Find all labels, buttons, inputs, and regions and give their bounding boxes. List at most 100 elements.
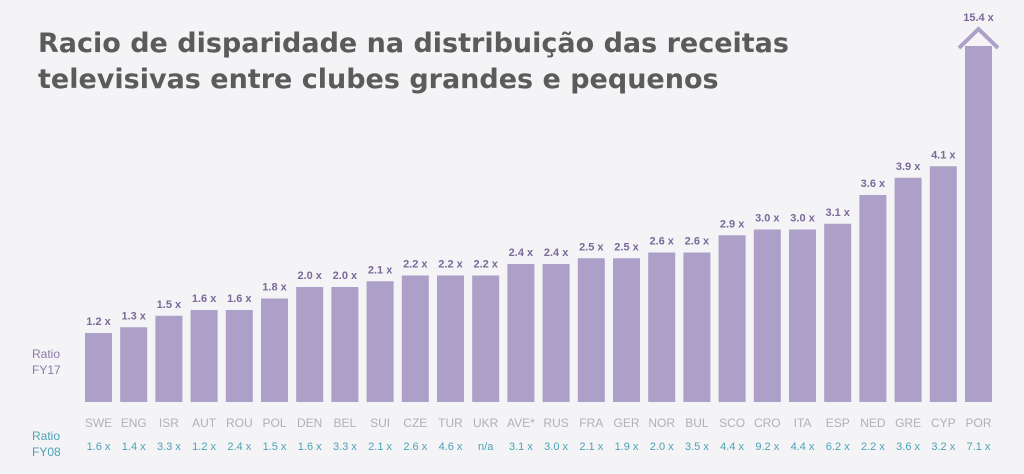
- chart-title: Racio de disparidade na distribuição das…: [38, 28, 789, 95]
- category-label: TUR: [438, 416, 463, 430]
- fy08-value-label: 4.6 x: [439, 441, 463, 453]
- axis-break-chevron: [957, 26, 1000, 50]
- fy08-value-label: 1.2 x: [192, 441, 216, 453]
- category-label: RUS: [543, 416, 568, 430]
- bar-eng: [120, 327, 148, 402]
- bar-ukr: [472, 275, 500, 402]
- bar-rou: [225, 310, 253, 402]
- fy08-value-label: 2.1 x: [368, 441, 392, 453]
- category-label: GRE: [895, 416, 921, 430]
- bar-tur: [437, 275, 464, 402]
- bar-value-label: 2.0 x: [297, 270, 322, 282]
- bar-isr: [155, 315, 183, 402]
- fy08-value-label: 4.4 x: [720, 441, 744, 453]
- bar-esp: [824, 223, 852, 402]
- bar-value-label: 2.5 x: [614, 241, 639, 253]
- bar-swe: [85, 333, 112, 402]
- category-label: SUI: [370, 416, 390, 430]
- category-label: AVE*: [507, 416, 535, 430]
- category-label: DEN: [297, 416, 322, 430]
- category-label: ROU: [226, 416, 253, 430]
- series-label-fy17: Ratio FY17: [32, 347, 61, 377]
- category-label: AUT: [192, 416, 217, 430]
- fy08-value-label: 3.5 x: [685, 441, 709, 453]
- category-label: BUL: [685, 416, 709, 430]
- bar-value-label: 2.4 x: [509, 247, 534, 259]
- category-label: CRO: [754, 416, 781, 430]
- category-label: NOR: [648, 416, 675, 430]
- category-label: CYP: [931, 416, 956, 430]
- bar-value-label: 2.1 x: [368, 264, 393, 276]
- bar-value-label: 3.1 x: [825, 207, 850, 219]
- bar-pol: [261, 298, 288, 402]
- bar-value-label: 1.3 x: [121, 310, 146, 322]
- value-labels-layer: 1.2 x 1.3 x 1.5 x 1.6 x 1.6 x 1.8 x 2.0 x 2.0 x…: [86, 12, 994, 328]
- fy08-value-label: 3.6 x: [896, 441, 920, 453]
- fy08-value-label: 3.3 x: [157, 441, 181, 453]
- bar-cro: [753, 229, 781, 402]
- bar-cyp: [929, 166, 957, 402]
- fy08-value-label: 2.1 x: [579, 441, 603, 453]
- bar-value-label: 3.9 x: [896, 161, 921, 173]
- axis-break-layer: [957, 26, 1000, 50]
- bar-value-label: 3.6 x: [861, 178, 886, 190]
- bar-value-label: 1.6 x: [227, 293, 252, 305]
- bar-por: [965, 46, 992, 402]
- fy08-value-label: 1.4 x: [122, 441, 146, 453]
- fy08-value-label: 1.5 x: [263, 441, 287, 453]
- bars-layer: [85, 46, 992, 402]
- series-label-fy08: Ratio FY08: [32, 429, 61, 459]
- bar-sco: [718, 235, 746, 402]
- bar-value-label: 2.0 x: [333, 270, 358, 282]
- fy08-value-label: 7.1 x: [967, 441, 991, 453]
- category-label: BEL: [334, 416, 357, 430]
- bar-fra: [577, 258, 605, 402]
- bar-value-label: 1.8 x: [262, 282, 287, 294]
- fy08-value-label: 3.2 x: [931, 441, 955, 453]
- bar-value-label: 1.5 x: [157, 299, 182, 311]
- bar-value-label: 2.2 x: [473, 259, 498, 271]
- fy08-value-label: 3.3 x: [333, 441, 357, 453]
- fy08-value-label: 1.9 x: [615, 441, 639, 453]
- fy08-value-label: 2.6 x: [403, 441, 427, 453]
- category-label: SWE: [85, 416, 112, 430]
- bar-value-label: 2.6 x: [685, 236, 710, 248]
- bar-cze: [401, 275, 429, 402]
- bar-nor: [648, 252, 676, 402]
- category-label: ITA: [794, 416, 812, 430]
- bar-value-label: 2.9 x: [720, 218, 745, 230]
- category-label: ESP: [826, 416, 850, 430]
- bar-value-label: 2.2 x: [438, 259, 463, 271]
- category-label: UKR: [473, 416, 499, 430]
- fy08-value-label: 1.6 x: [87, 441, 111, 453]
- category-label: FRA: [579, 416, 603, 430]
- bar-value-label: 1.2 x: [86, 316, 111, 328]
- category-labels-layer: SWE ENG ISR AUT ROU POL DEN BEL SUI CZE TUR UKR AVE*…: [85, 416, 992, 430]
- fy08-value-label: 2.2 x: [861, 441, 885, 453]
- category-label: NED: [860, 416, 886, 430]
- bar-ita: [789, 229, 816, 402]
- fy08-value-label: 6.2 x: [826, 441, 850, 453]
- bar-gre: [894, 177, 922, 402]
- bar-ave: [507, 264, 535, 402]
- fy08-value-label: 2.4 x: [227, 441, 251, 453]
- bar-value-label: 4.1 x: [931, 149, 956, 161]
- category-label: ENG: [121, 416, 147, 430]
- bar-ned: [859, 195, 887, 402]
- bar-ger: [613, 258, 640, 402]
- bar-den: [296, 287, 324, 402]
- category-label: CZE: [403, 416, 427, 430]
- fy08-value-label: 1.6 x: [298, 441, 322, 453]
- bar-value-label: 1.6 x: [192, 293, 217, 305]
- category-label: ISR: [159, 416, 179, 430]
- fy08-value-label: 9.2 x: [755, 441, 779, 453]
- bar-aut: [190, 310, 218, 402]
- bar-sui: [366, 281, 394, 402]
- fy08-value-label: 3.1 x: [509, 441, 533, 453]
- bar-value-label: 2.4 x: [544, 247, 569, 259]
- bar-bel: [331, 287, 359, 402]
- category-label: SCO: [719, 416, 745, 430]
- fy08-labels-layer: 1.6 x 1.4 x 3.3 x 1.2 x 2.4 x 1.5 x 1.6 x 3.3 x…: [87, 441, 991, 453]
- fy08-value-label: 2.0 x: [650, 441, 674, 453]
